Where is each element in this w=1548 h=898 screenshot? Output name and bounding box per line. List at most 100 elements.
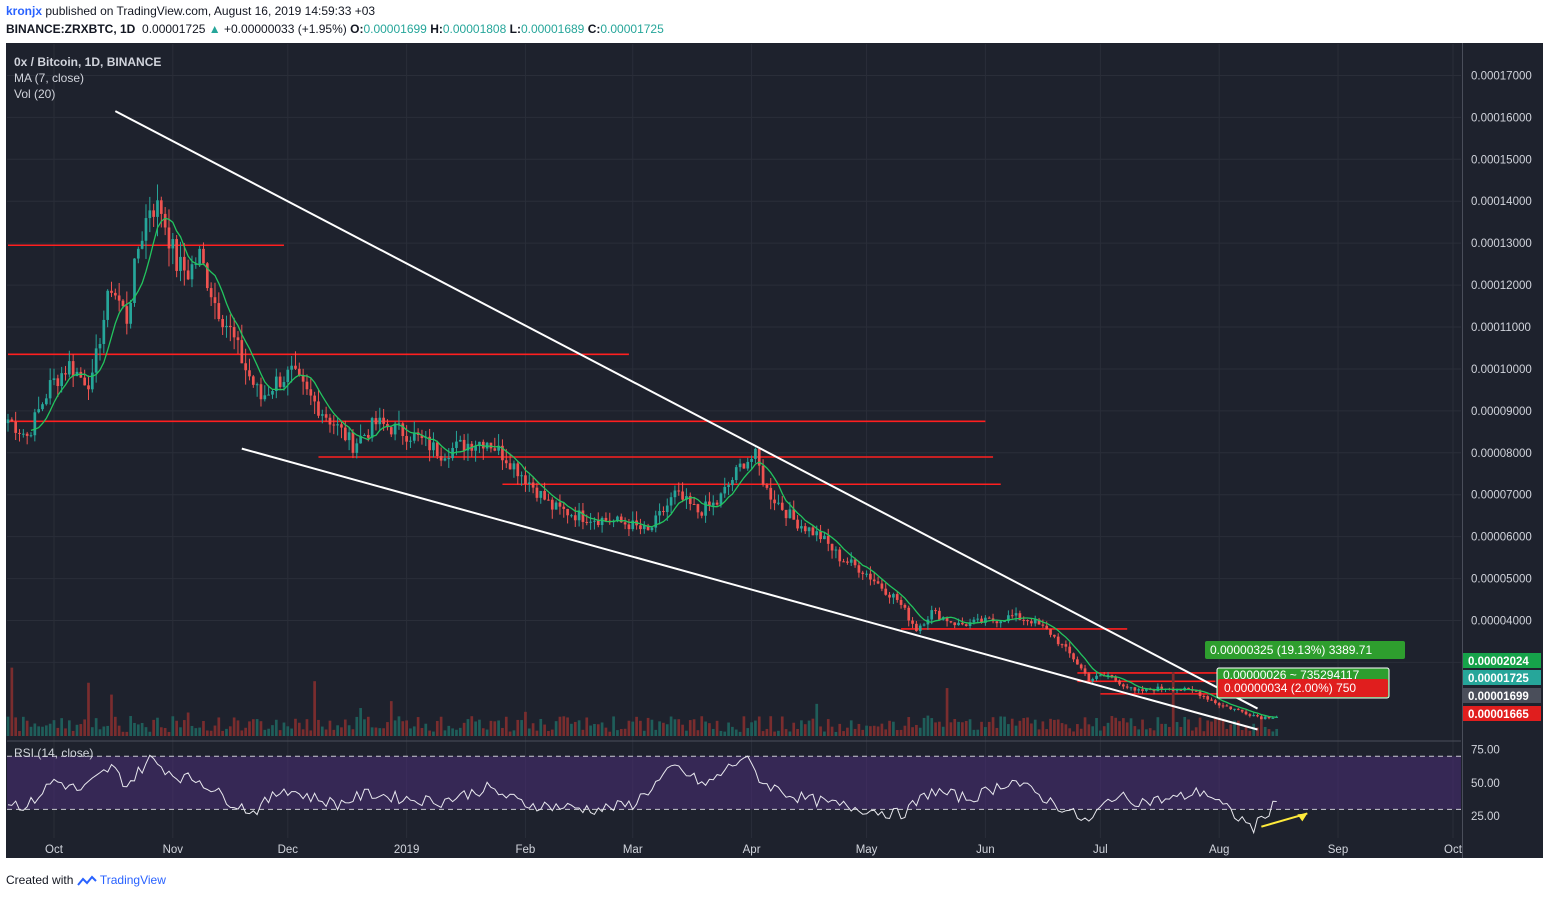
candle-body (121, 300, 125, 307)
y-tick-label: 0.00007000 (1471, 490, 1532, 502)
volume-bar (527, 728, 531, 736)
volume-bar (562, 716, 566, 736)
ma-7-line[interactable] (30, 217, 1277, 718)
volume-bar (443, 730, 447, 736)
candle-body (278, 376, 282, 387)
candle-body (631, 520, 635, 530)
volume-bar (1125, 722, 1129, 736)
volume-bar (347, 725, 351, 736)
volume-bar (761, 731, 765, 736)
candle-body (619, 516, 623, 523)
x-tick-label: Oct (45, 844, 64, 856)
volume-bar (938, 721, 941, 736)
volume-bar (213, 725, 217, 736)
volume-bar (654, 729, 658, 736)
candle-body (221, 319, 224, 328)
trendline[interactable] (241, 447, 1258, 731)
volume-bar (1114, 717, 1118, 736)
change-arrow-icon: ▲ (208, 22, 221, 36)
target-badge-bg (1205, 641, 1405, 659)
volume-bar (842, 731, 845, 736)
volume-bar (282, 722, 286, 736)
volume-bar (64, 728, 67, 736)
candle-body (616, 516, 619, 521)
candle-body (1041, 624, 1045, 626)
candle-body (240, 340, 244, 364)
candle-body (274, 376, 278, 392)
volume-bar (554, 721, 558, 736)
volume-bar (232, 717, 236, 736)
trendline[interactable] (114, 110, 1258, 710)
volume-bar (1053, 719, 1056, 736)
volume-bar (669, 716, 673, 736)
volume-bar (512, 730, 516, 736)
volume-bar (290, 728, 293, 736)
candle-body (152, 210, 155, 217)
volume-bar (485, 729, 489, 736)
volume-bar (773, 731, 776, 736)
candle-body (800, 526, 803, 529)
tradingview-logo-icon[interactable] (76, 873, 100, 887)
volume-bar (1018, 720, 1022, 736)
candle-body (1049, 628, 1052, 635)
volume-bar (631, 721, 635, 736)
candle-body (117, 295, 121, 301)
legend-vol[interactable]: Vol (20) (14, 87, 56, 101)
volume-bar (589, 725, 592, 736)
volume-bar (731, 726, 734, 736)
volume-bar (945, 688, 949, 736)
price-axis[interactable] (1462, 43, 1543, 858)
legend-ma[interactable]: MA (7, close) (14, 71, 85, 85)
grid (7, 44, 1461, 838)
volume-bar (420, 728, 424, 736)
candle-body (1099, 675, 1102, 677)
rsi-legend[interactable]: RSI (14, close) (14, 746, 94, 760)
volume-bar (1179, 726, 1183, 736)
candle-body (830, 543, 834, 551)
volume-bar (424, 723, 428, 736)
candle-body (363, 434, 366, 436)
candle-body (930, 610, 934, 620)
volume-bar (90, 727, 94, 736)
candle-body (244, 363, 247, 371)
volume-bar (846, 727, 849, 736)
volume-bar (48, 723, 52, 736)
candle-body (1114, 676, 1118, 681)
volume-bar (294, 718, 297, 736)
candle-body (133, 258, 136, 303)
candle-body (1110, 674, 1114, 677)
mid-badge: 0.00000026 ~ 735294117 (1223, 668, 1360, 682)
candle-body (600, 517, 604, 526)
candle-body (987, 617, 991, 619)
candle-body (1206, 696, 1210, 700)
tradingview-brand[interactable]: TradingView (99, 873, 166, 887)
candle-body (1125, 686, 1129, 688)
candle-body (41, 404, 44, 410)
candle-body (217, 303, 221, 320)
volume-bar (646, 717, 650, 736)
candle-body (1248, 714, 1252, 716)
volume-bar (524, 711, 527, 736)
candle-body (474, 446, 477, 451)
candle-body (1198, 691, 1202, 696)
volume-bar (823, 731, 826, 736)
low-label: L: (509, 22, 521, 36)
candle-body (685, 496, 688, 500)
candle-body (175, 239, 178, 271)
candle-body (508, 463, 512, 470)
candle-body (807, 527, 811, 532)
x-tick-label: Aug (1209, 844, 1229, 856)
y-tick-label: 0.00012000 (1471, 280, 1532, 292)
volume-bar (1198, 717, 1202, 736)
candle-body (884, 588, 888, 595)
rsi-line[interactable] (7, 754, 1277, 835)
author-link[interactable]: kronjx (6, 4, 43, 18)
candle-body (1018, 613, 1022, 620)
legend-title[interactable]: 0x / Bitcoin, 1D, BINANCE (14, 55, 162, 69)
candle-body (512, 463, 516, 470)
volume-bar (1275, 728, 1279, 736)
volume-bar (14, 717, 18, 736)
volume-bar (1079, 728, 1083, 736)
volume-bar (953, 719, 957, 736)
